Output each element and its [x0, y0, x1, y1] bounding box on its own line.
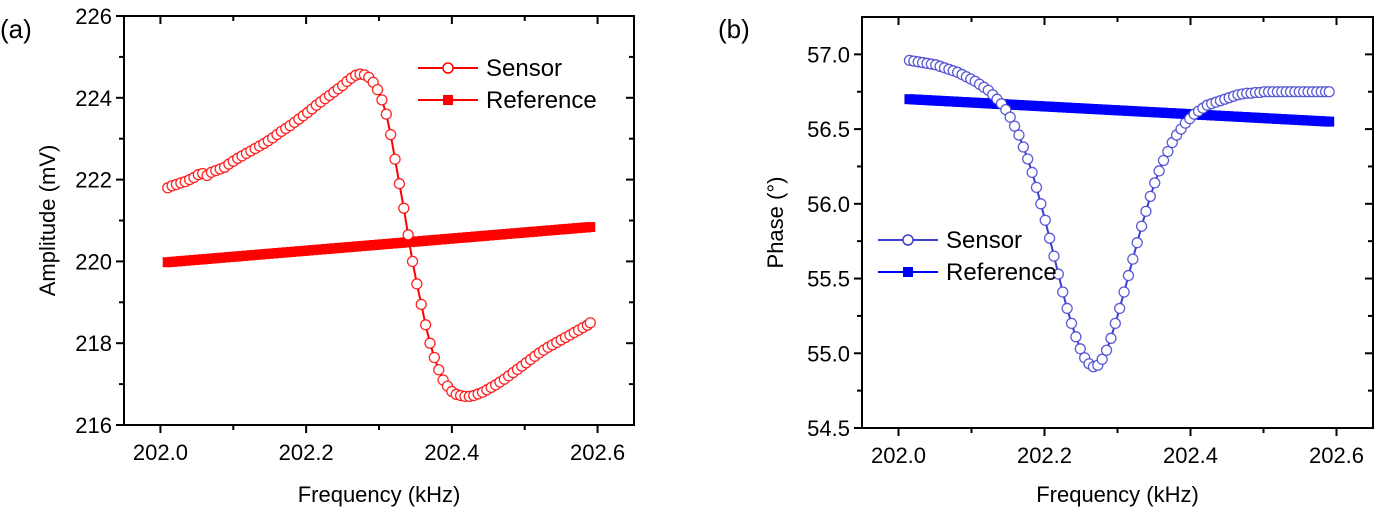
x-tick-label: 202.0: [133, 440, 188, 465]
sensor-point: [380, 108, 392, 120]
sensor-point: [584, 317, 596, 329]
sensor-point: [1013, 129, 1025, 141]
sensor-point: [411, 278, 423, 290]
sensor-point: [385, 128, 397, 141]
legend-sensor-label: Sensor: [946, 227, 1022, 254]
x-tick-label: 202.2: [279, 440, 334, 465]
y-tick-label: 220: [75, 249, 112, 274]
panel-label: (a): [0, 14, 32, 44]
sensor-point: [1140, 205, 1152, 217]
y-tick-label: 55.5: [807, 267, 850, 292]
sensor-point: [1096, 353, 1108, 365]
sensor-point: [1057, 286, 1069, 298]
sensor-point: [419, 319, 432, 331]
y-axis-title: Phase (°): [763, 177, 788, 269]
sensor-point: [1065, 317, 1078, 330]
sensor-point: [371, 83, 384, 96]
sensor-point: [1035, 198, 1047, 210]
x-tick-label: 202.4: [1163, 443, 1218, 468]
sensor-point: [1004, 111, 1016, 123]
legend-reference-marker: [443, 95, 453, 105]
panel-a-amplitude: (a) 202.0 202.2 202.4 202.6 216 218 220 222 224 22…: [0, 4, 635, 507]
sensor-point: [1052, 268, 1065, 280]
sensor-point: [1026, 166, 1038, 179]
sensor-point: [1030, 181, 1043, 194]
sensor-point: [406, 255, 419, 268]
sensor-point: [1144, 190, 1156, 202]
sensor-point: [1048, 250, 1060, 262]
legend-reference-label: Reference: [946, 259, 1057, 286]
sensor-point: [1162, 145, 1174, 158]
sensor-point: [1127, 253, 1139, 265]
sensor-point: [1323, 86, 1335, 98]
sensor-point: [1149, 177, 1161, 189]
sensor-point: [1061, 302, 1073, 315]
x-tick-label: 202.0: [871, 443, 926, 468]
x-tick-label: 202.4: [424, 440, 479, 465]
sensor-point: [1105, 332, 1117, 344]
legend-reference-marker: [903, 267, 913, 277]
sensor-point: [424, 337, 436, 349]
sensor-point: [398, 202, 410, 214]
sensor-point: [1122, 269, 1135, 282]
panel-label: (b): [718, 14, 750, 44]
legend-sensor-label: Sensor: [486, 55, 562, 82]
y-tick-label: 224: [75, 86, 112, 111]
sensor-point: [1153, 165, 1165, 177]
legend-reference-label: Reference: [486, 87, 597, 114]
sensor-point: [1008, 120, 1021, 132]
y-axis-title: Amplitude (mV): [35, 145, 60, 297]
x-tick-label: 202.6: [1309, 443, 1364, 468]
x-tick-label: 202.6: [570, 440, 625, 465]
y-tick-label: 57.0: [807, 42, 850, 67]
sensor-point: [389, 153, 401, 165]
sensor-point: [1070, 331, 1082, 343]
x-tick-label: 202.2: [1017, 443, 1072, 468]
sensor-point: [1022, 153, 1034, 165]
sensor-point: [415, 298, 427, 310]
sensor-point: [1118, 286, 1130, 298]
y-tick-label: 56.5: [807, 117, 850, 142]
y-tick-label: 226: [75, 4, 112, 29]
sensor-point: [1135, 220, 1148, 232]
sensor-point: [428, 351, 441, 364]
axes-frame: [861, 16, 1374, 429]
y-tick-label: 55.0: [807, 341, 850, 366]
sensor-point: [433, 364, 445, 376]
legend-sensor-marker: [442, 62, 454, 74]
sensor-point: [1114, 302, 1126, 315]
reference-marker: [585, 222, 596, 233]
y-tick-label: 218: [75, 331, 112, 356]
y-tick-label: 216: [75, 413, 112, 438]
sensor-point: [1109, 317, 1121, 330]
sensor-point: [1157, 154, 1170, 167]
y-tick-label: 56.0: [807, 192, 850, 217]
reference-marker: [1324, 116, 1335, 127]
legend: Sensor Reference: [878, 227, 1057, 286]
legend: Sensor Reference: [418, 55, 597, 114]
sensor-point: [1017, 141, 1029, 153]
sensor-point: [1039, 214, 1051, 226]
y-tick-label: 222: [75, 168, 112, 193]
sensor-point: [1100, 344, 1113, 356]
x-axis-title: Frequency (kHz): [1036, 482, 1199, 507]
x-axis-title: Frequency (kHz): [298, 482, 461, 507]
legend-sensor-marker: [902, 234, 914, 246]
sensor-point: [1074, 343, 1086, 355]
sensor-point: [402, 229, 414, 241]
sensor-point: [1043, 232, 1056, 244]
sensor-point: [393, 178, 406, 190]
sensor-point: [376, 94, 388, 106]
y-tick-label: 54.5: [807, 416, 850, 441]
sensor-point: [1131, 237, 1143, 249]
panel-b-phase: (b) 202.0 202.2 202.4 202.6 54.5 55.0 55.5 56.0 5…: [718, 14, 1374, 507]
